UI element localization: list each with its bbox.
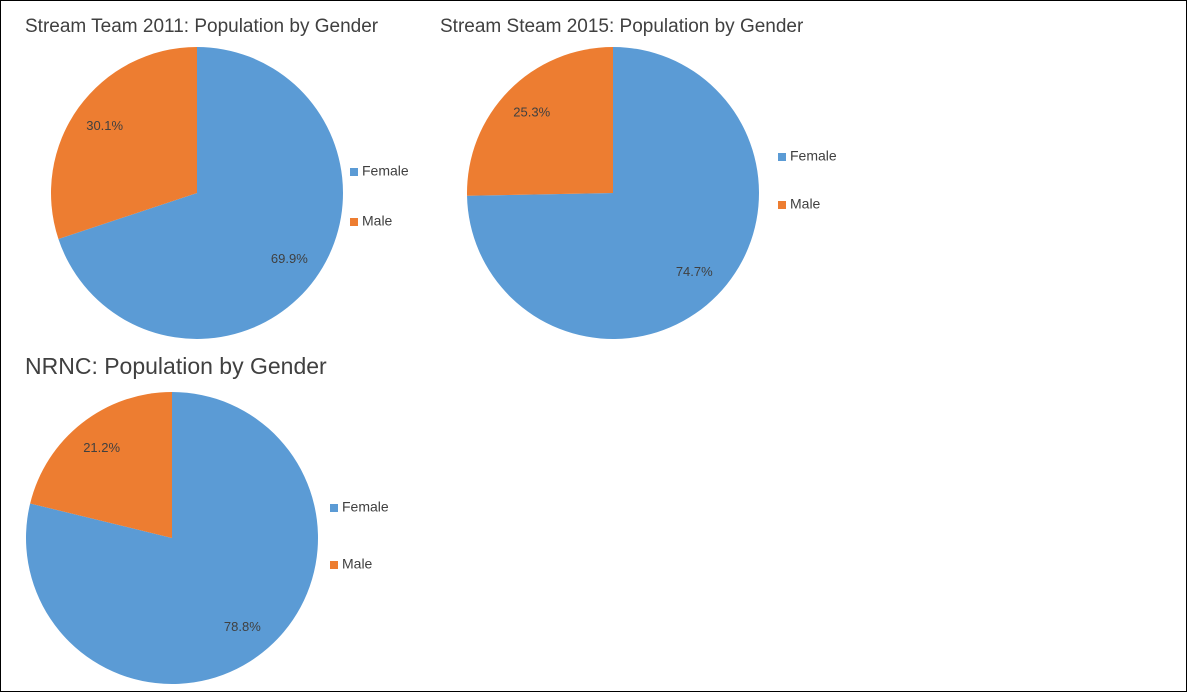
pie-slice [50,47,197,239]
legend-label: Male [362,213,393,229]
legend-label: Female [342,499,389,515]
legend-swatch [330,561,338,569]
legend-swatch [350,218,358,226]
data-label: 25.3% [513,105,550,120]
legend-swatch [330,504,338,512]
pie-slice [58,47,344,339]
data-label: 78.8% [224,619,261,634]
chart-title: NRNC: Population by Gender [25,353,327,379]
pie-slice [467,47,760,339]
legend-swatch [778,153,786,161]
legend-label: Male [342,556,373,572]
data-label: 21.2% [83,440,120,455]
chart-title: Stream Team 2011: Population by Gender [25,16,379,37]
chart-title: Stream Steam 2015: Population by Gender [440,16,804,37]
data-label: 74.7% [676,264,713,279]
legend-label: Male [790,196,821,212]
pie-slice [467,47,613,196]
pie-slice [30,392,172,538]
data-label: 30.1% [86,118,123,133]
legend-label: Female [362,163,409,179]
legend-swatch [778,201,786,209]
legend-label: Female [790,148,837,164]
data-label: 69.9% [271,251,308,266]
legend-swatch [350,168,358,176]
